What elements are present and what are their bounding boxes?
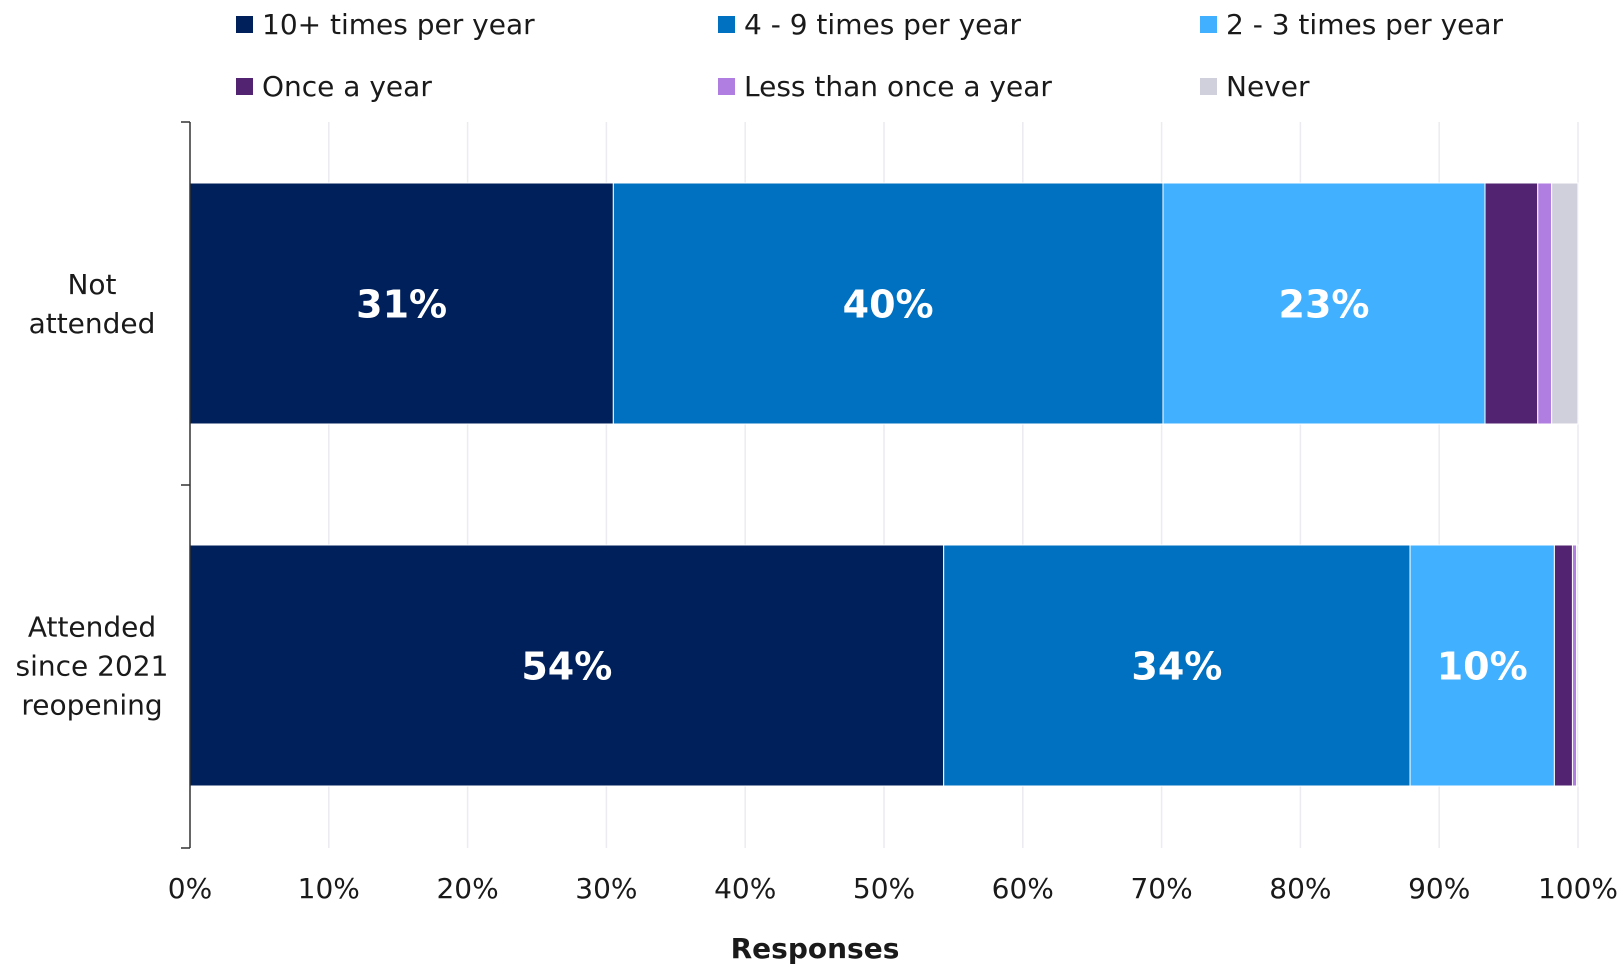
x-tick-label: 90% bbox=[1408, 872, 1470, 905]
legend-label: 2 - 3 times per year bbox=[1226, 8, 1504, 41]
x-tick-label: 30% bbox=[575, 872, 637, 905]
data-label: 54% bbox=[521, 645, 612, 689]
bar-segment bbox=[1484, 182, 1539, 425]
data-label: 10% bbox=[1437, 645, 1528, 689]
x-axis-title: Responses bbox=[731, 932, 900, 965]
legend-swatch bbox=[718, 16, 735, 33]
x-axis-ticks: 0% 10% 20% 30% 40% 50% 60% 70% 80% 90% 100% bbox=[168, 872, 1618, 905]
x-tick-label: 0% bbox=[168, 872, 212, 905]
legend-swatch bbox=[718, 78, 735, 95]
x-tick-label: 60% bbox=[992, 872, 1054, 905]
legend-swatch bbox=[1200, 16, 1217, 33]
bar-segment bbox=[189, 182, 614, 425]
data-label: 34% bbox=[1131, 645, 1222, 689]
x-tick-label: 10% bbox=[298, 872, 360, 905]
legend-item: Less than once a year bbox=[718, 70, 1052, 103]
legend-item: 2 - 3 times per year bbox=[1200, 8, 1504, 41]
category-label: Not attended bbox=[29, 268, 156, 340]
data-label: 31% bbox=[356, 283, 447, 327]
bars: 31% 40% 23% 54% 34% 10% bbox=[189, 182, 1579, 787]
legend-label: Less than once a year bbox=[744, 70, 1052, 103]
category-label: Attended since 2021 reopening bbox=[16, 611, 169, 722]
bar-segment bbox=[1553, 544, 1573, 787]
category-labels: Not attended Attended since 2021 reopening bbox=[16, 268, 169, 722]
x-tick-label: 50% bbox=[853, 872, 915, 905]
bar-segment bbox=[1537, 182, 1553, 425]
legend: 10+ times per year 4 - 9 times per year 2 … bbox=[236, 8, 1504, 103]
bar-segment bbox=[1571, 544, 1578, 787]
bar-segment bbox=[1409, 544, 1555, 787]
bar-segment bbox=[1576, 544, 1579, 787]
y-axis bbox=[181, 121, 191, 849]
legend-item: 10+ times per year bbox=[236, 8, 535, 41]
data-label: 40% bbox=[843, 283, 934, 327]
legend-swatch bbox=[236, 78, 253, 95]
x-tick-label: 20% bbox=[436, 872, 498, 905]
legend-item: Once a year bbox=[236, 70, 432, 103]
legend-label: 4 - 9 times per year bbox=[744, 8, 1022, 41]
legend-item: 4 - 9 times per year bbox=[718, 8, 1022, 41]
legend-label: Never bbox=[1226, 70, 1310, 103]
x-tick-label: 80% bbox=[1269, 872, 1331, 905]
x-tick-label: 100% bbox=[1538, 872, 1618, 905]
bar-segment bbox=[612, 182, 1164, 425]
x-tick-label: 70% bbox=[1130, 872, 1192, 905]
legend-swatch bbox=[236, 16, 253, 33]
x-tick-label: 40% bbox=[714, 872, 776, 905]
bar-segment bbox=[943, 544, 1411, 787]
legend-label: Once a year bbox=[262, 70, 432, 103]
legend-label: 10+ times per year bbox=[262, 8, 535, 41]
legend-swatch bbox=[1200, 78, 1217, 95]
legend-item: Never bbox=[1200, 70, 1310, 103]
bar-segment bbox=[1551, 182, 1579, 425]
bar-segment bbox=[1162, 182, 1486, 425]
data-label: 23% bbox=[1279, 283, 1370, 327]
